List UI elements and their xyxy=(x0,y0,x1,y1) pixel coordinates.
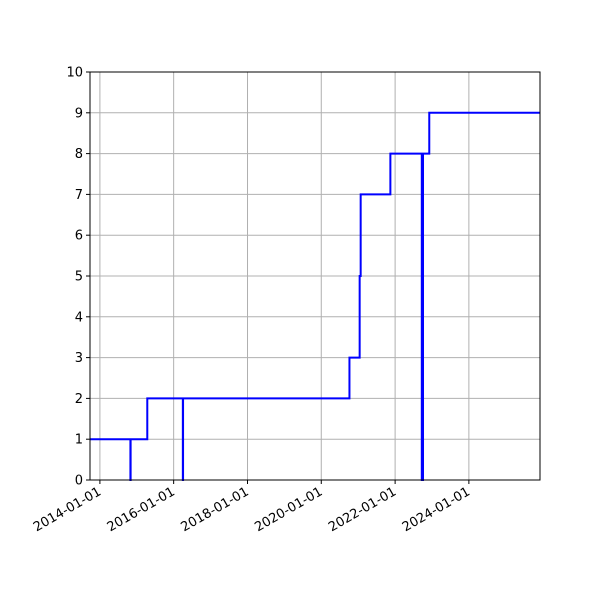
y-tick-label: 2 xyxy=(75,392,83,407)
y-tick-label: 7 xyxy=(75,188,83,203)
grid xyxy=(90,71,540,481)
y-tick-label: 6 xyxy=(75,229,83,244)
series-layer xyxy=(90,111,540,481)
x-tick-label: 2024-01-01 xyxy=(400,484,473,535)
y-tick-label: 1 xyxy=(75,433,83,448)
y-tick-label: 10 xyxy=(66,66,83,81)
series-line xyxy=(90,111,540,481)
x-tick-label: 2014-01-01 xyxy=(31,484,104,535)
y-axis: 0 1 2 3 4 5 6 7 8 9 10 xyxy=(66,66,90,489)
x-tick-label: 2022-01-01 xyxy=(326,484,399,535)
x-axis: 2014-01-01 2016-01-01 2018-01-01 2020-01-01… xyxy=(31,480,473,535)
y-tick-label: 8 xyxy=(75,147,83,162)
y-tick-label: 0 xyxy=(75,474,83,489)
x-tick-label: 2018-01-01 xyxy=(179,484,252,535)
x-tick-label: 2020-01-01 xyxy=(252,484,325,535)
y-tick-label: 3 xyxy=(75,351,83,366)
y-tick-label: 9 xyxy=(75,106,83,121)
y-tick-label: 4 xyxy=(75,310,83,325)
y-tick-label: 5 xyxy=(75,270,83,285)
x-tick-label: 2016-01-01 xyxy=(105,484,178,535)
